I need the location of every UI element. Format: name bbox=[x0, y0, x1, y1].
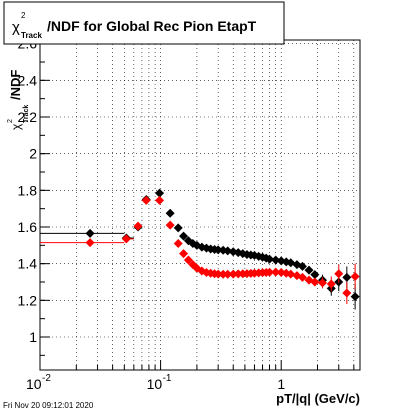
y-tick-label: 1.8 bbox=[18, 182, 38, 198]
data-point bbox=[318, 278, 328, 288]
x-tick-label-base: 10 bbox=[147, 376, 163, 392]
x-tick-label-exp: -1 bbox=[163, 373, 172, 384]
y-axis-title-text: /NDF bbox=[8, 70, 23, 100]
data-point bbox=[350, 292, 360, 302]
y-tick-label: 1.2 bbox=[18, 292, 38, 308]
chart-title: /NDF for Global Rec Pion EtapT bbox=[47, 18, 257, 34]
data-point bbox=[85, 238, 95, 248]
data-point bbox=[179, 231, 189, 241]
data-point bbox=[297, 261, 307, 271]
data-point bbox=[133, 221, 143, 231]
data-point bbox=[173, 239, 183, 248]
data-point bbox=[265, 254, 275, 264]
data-points bbox=[40, 188, 360, 310]
data-point bbox=[155, 188, 165, 198]
data-point bbox=[304, 265, 314, 275]
data-point bbox=[155, 195, 165, 205]
data-point bbox=[342, 288, 352, 298]
data-point bbox=[265, 267, 275, 277]
chart-title-symbol: χ bbox=[12, 19, 20, 36]
x-tick-label-base: 10 bbox=[26, 376, 42, 392]
data-point bbox=[141, 195, 151, 205]
x-tick-label-exp: -2 bbox=[42, 373, 51, 384]
data-point bbox=[310, 277, 320, 287]
y-axis-title-sup: 2 bbox=[7, 119, 14, 123]
data-point bbox=[165, 208, 175, 218]
data-point bbox=[286, 269, 296, 279]
x-tick-label-base: 1 bbox=[277, 376, 285, 392]
data-point bbox=[173, 223, 183, 233]
data-point bbox=[179, 249, 189, 259]
data-series bbox=[40, 195, 360, 304]
data-point bbox=[271, 267, 281, 277]
y-tick-label: 1.4 bbox=[18, 256, 38, 272]
chart-title-sub: Track bbox=[21, 31, 42, 40]
data-point bbox=[223, 269, 233, 279]
x-tick-label: 10 -1 bbox=[147, 373, 172, 392]
y-tick-label: 2.2 bbox=[18, 109, 38, 125]
data-point bbox=[271, 255, 281, 265]
x-axis-title: pT/|q| (GeV/c) bbox=[276, 391, 360, 406]
data-point bbox=[238, 249, 248, 259]
data-point bbox=[350, 272, 360, 281]
data-point bbox=[297, 272, 307, 282]
title-box: χ 2 Track /NDF for Global Rec Pion EtapT bbox=[3, 1, 285, 45]
y-tick-label: 2.4 bbox=[18, 72, 38, 88]
x-tick-label: 10 -2 bbox=[26, 373, 51, 392]
data-point bbox=[85, 228, 95, 238]
data-point bbox=[165, 220, 175, 230]
y-tick-label: 1.6 bbox=[18, 219, 38, 235]
data-point bbox=[342, 272, 352, 282]
y-tick-label: 1 bbox=[29, 329, 37, 345]
data-point bbox=[213, 269, 223, 279]
y-tick-label: 2 bbox=[29, 146, 37, 162]
data-point bbox=[183, 255, 193, 265]
data-point bbox=[218, 269, 228, 279]
data-point bbox=[228, 269, 238, 279]
x-tick-label: 1 bbox=[277, 376, 285, 392]
y-axis-title-sub: Track bbox=[23, 105, 30, 123]
y-axis-title: χ 2 Track /NDF bbox=[7, 70, 30, 130]
data-point bbox=[326, 279, 336, 289]
chart-title-sup: 2 bbox=[21, 11, 26, 20]
data-point bbox=[310, 270, 320, 280]
axis-ticks bbox=[39, 43, 355, 370]
data-point bbox=[223, 246, 233, 256]
timestamp-label: Fri Nov 20 09:12:01 2020 bbox=[3, 401, 94, 410]
data-point bbox=[213, 245, 223, 255]
y-axis-title-symbol: χ bbox=[9, 123, 23, 130]
data-point bbox=[121, 234, 131, 244]
data-point bbox=[334, 269, 344, 279]
